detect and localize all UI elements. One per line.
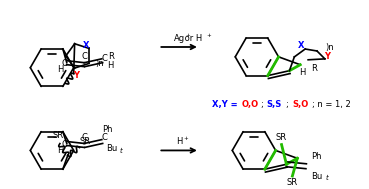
Text: )n: )n <box>95 59 103 68</box>
Text: H: H <box>57 65 63 74</box>
Text: t: t <box>120 148 123 154</box>
Text: SR: SR <box>276 133 287 142</box>
Text: Y: Y <box>73 71 79 80</box>
Text: X: X <box>83 41 89 50</box>
Text: SR: SR <box>287 178 298 187</box>
Text: H: H <box>176 137 182 146</box>
Text: +: + <box>206 33 211 38</box>
Text: S,O: S,O <box>292 100 308 109</box>
Text: )n: )n <box>325 43 334 52</box>
Text: ;: ; <box>261 100 266 109</box>
Text: R: R <box>311 64 317 73</box>
Text: Bu: Bu <box>311 172 323 181</box>
Text: +: + <box>186 33 190 38</box>
Text: C: C <box>62 59 68 68</box>
Text: C: C <box>82 52 87 61</box>
Text: Ag: Ag <box>173 34 184 43</box>
Text: H: H <box>57 146 63 155</box>
Text: Y: Y <box>324 52 330 61</box>
Text: Bu: Bu <box>106 144 117 153</box>
Text: +: + <box>184 136 188 141</box>
Text: H: H <box>299 68 306 77</box>
Text: C: C <box>82 133 87 142</box>
Text: Ph: Ph <box>102 125 113 134</box>
Text: ;: ; <box>286 100 292 109</box>
Text: X: X <box>298 41 304 50</box>
Text: O,O: O,O <box>241 100 258 109</box>
Text: SR: SR <box>52 131 63 140</box>
Text: C: C <box>101 133 107 142</box>
Text: S,S: S,S <box>267 100 282 109</box>
Text: R: R <box>108 52 114 61</box>
Text: C: C <box>101 54 107 63</box>
Text: ; n = 1, 2: ; n = 1, 2 <box>312 100 351 109</box>
Text: SR: SR <box>80 137 91 146</box>
Text: or H: or H <box>182 34 202 43</box>
Text: H: H <box>107 61 113 70</box>
Text: X,Y =: X,Y = <box>211 100 240 109</box>
Text: Ph: Ph <box>311 152 322 161</box>
Text: C: C <box>62 140 68 149</box>
Text: t: t <box>326 175 329 181</box>
